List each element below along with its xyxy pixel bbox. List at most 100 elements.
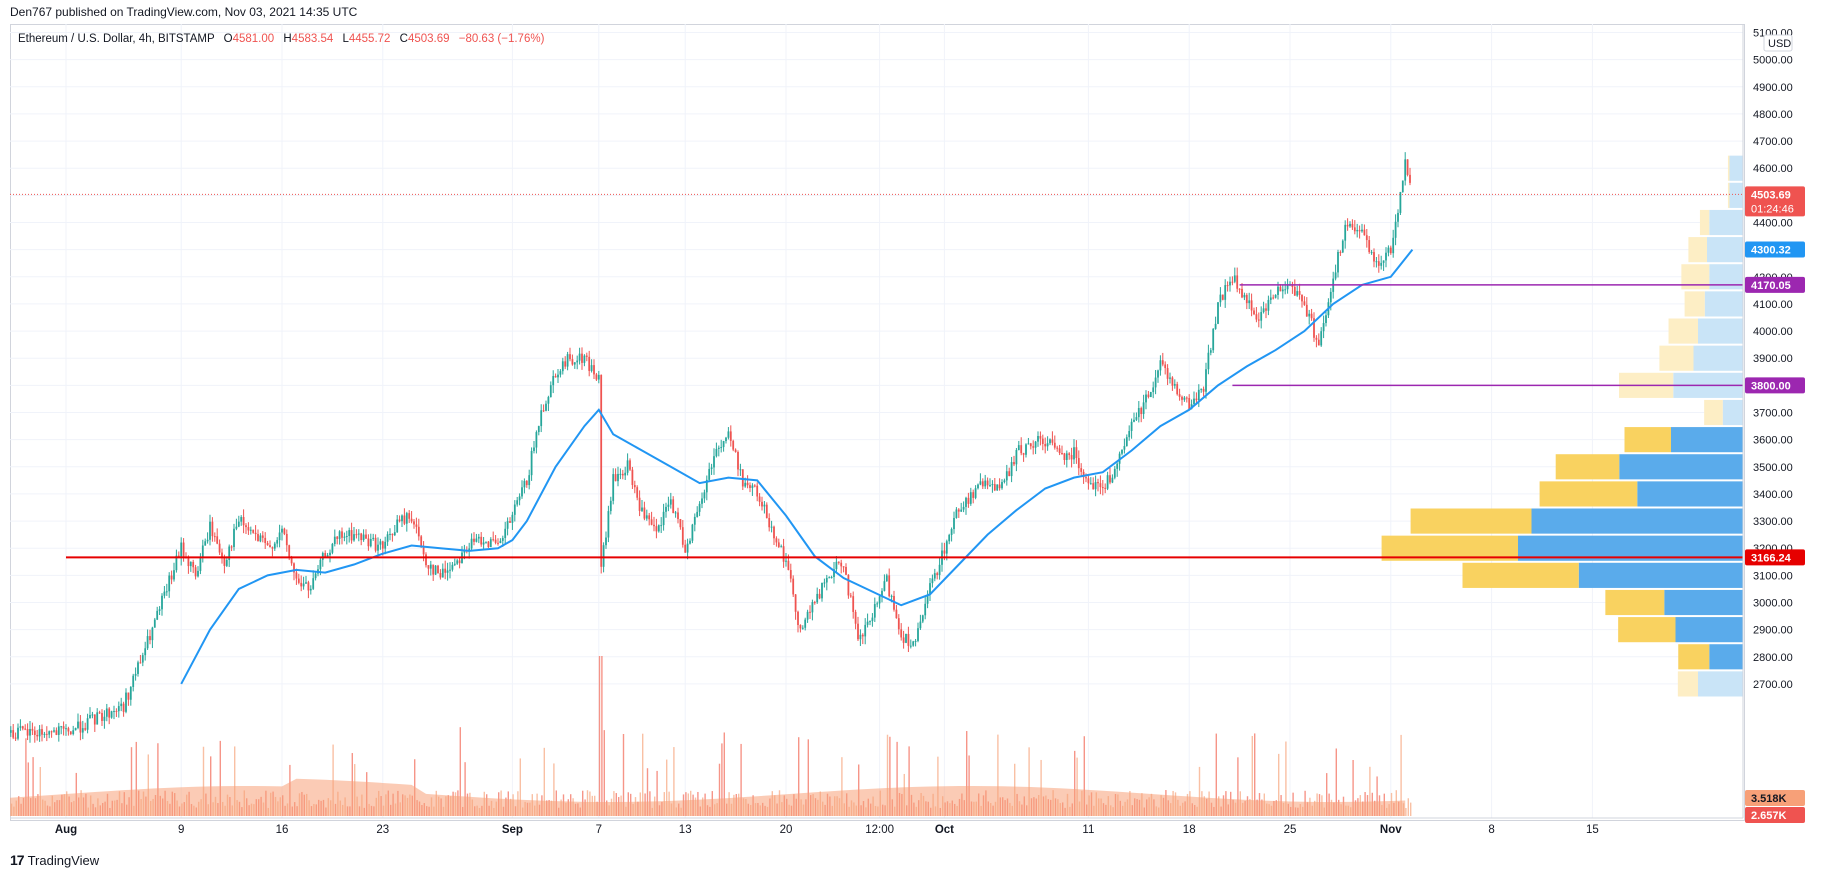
candle-body [475, 538, 478, 542]
candle-body [1205, 369, 1207, 392]
candle-body [1389, 247, 1392, 254]
price-marker-label: 3800.00 [1751, 380, 1791, 392]
candle-body [26, 729, 29, 736]
vp-up-bar [1698, 318, 1743, 344]
candle-body [792, 578, 795, 595]
candle-body [996, 484, 999, 491]
candle-body [1358, 229, 1361, 232]
volume-bar [543, 747, 545, 816]
candle-body [36, 734, 39, 737]
candle-body [780, 546, 783, 548]
candle-body [463, 550, 466, 553]
candle-body [1262, 308, 1265, 313]
candle-body [801, 627, 804, 629]
price-marker-tag [1745, 276, 1805, 293]
candle-body [679, 519, 682, 528]
candle-body [247, 527, 250, 531]
candle-body [398, 519, 401, 522]
candle-body [324, 553, 327, 557]
candle-body [108, 708, 111, 718]
volume-bar [1076, 757, 1078, 816]
price-marker-tag [1745, 377, 1805, 394]
candle-body [1368, 240, 1371, 253]
volume-bar [1237, 757, 1239, 816]
x-tick-label: 18 [1183, 824, 1196, 836]
vp-down-bar [1727, 155, 1730, 181]
candle-body [1001, 482, 1003, 489]
chart-area[interactable] [10, 24, 1745, 821]
candle-body [1070, 455, 1073, 460]
candle-body [835, 561, 838, 570]
candle-body [93, 714, 96, 725]
candle-body [1154, 377, 1157, 388]
candle-body [645, 515, 648, 519]
y-tick-label: 4800.00 [1753, 109, 1793, 121]
candle-body [31, 728, 34, 731]
candle-body [273, 543, 276, 549]
volume-bar [1410, 802, 1412, 816]
candle-body [1152, 387, 1155, 393]
y-tick-label: 4100.00 [1753, 299, 1793, 311]
candle-body [842, 566, 845, 568]
y-tick-label: 5000.00 [1753, 55, 1793, 67]
volume-bar [234, 746, 236, 816]
volume-bar [1074, 750, 1076, 816]
candle-body [86, 718, 89, 730]
candle-body [734, 449, 737, 453]
tradingview-brand[interactable]: 17 TradingView [10, 852, 99, 868]
candle-body [1164, 364, 1167, 369]
candle-body [499, 540, 502, 544]
candle-body [974, 488, 977, 498]
candle-body [739, 469, 742, 471]
candle-body [1238, 288, 1241, 290]
x-tick-label: 23 [376, 824, 389, 836]
candle-body [266, 543, 269, 546]
candle-body [523, 480, 526, 488]
candle-body [732, 440, 735, 450]
candle-body [825, 577, 828, 583]
candle-body [134, 673, 137, 676]
candle-body [967, 497, 970, 504]
price-marker-label: 4170.05 [1751, 280, 1791, 292]
y-tick-label: 4600.00 [1753, 163, 1793, 175]
volume-bar [721, 743, 723, 816]
candle-body [17, 727, 19, 739]
candle-body [516, 500, 519, 505]
volume-bar [1285, 741, 1287, 816]
candle-body [674, 512, 677, 514]
volume-bar [896, 741, 898, 816]
candle-body [216, 536, 219, 544]
candle-body [67, 728, 70, 732]
candle-body [770, 526, 773, 528]
vp-down-bar [1678, 644, 1710, 670]
candle-body [883, 581, 886, 591]
y-tick-label: 4900.00 [1753, 82, 1793, 94]
vp-up-bar [1693, 345, 1743, 371]
candle-body [895, 609, 898, 619]
candle-body [528, 475, 531, 486]
volume-bar [1251, 735, 1253, 816]
candle-body [1260, 312, 1263, 321]
candle-body [1310, 313, 1313, 319]
candle-body [1039, 435, 1042, 439]
candle-body [816, 593, 819, 603]
candle-body [1349, 223, 1351, 227]
candle-body [662, 511, 665, 526]
candle-body [1217, 302, 1219, 324]
price-marker-tag [1745, 549, 1805, 566]
candle-body [434, 565, 437, 575]
candle-body [881, 590, 883, 597]
candle-body [151, 627, 154, 641]
price-marker-label: 4503.69 [1751, 189, 1791, 201]
candle-body [595, 374, 598, 380]
candle-body [650, 519, 653, 525]
candle-body [624, 472, 627, 476]
candle-body [1097, 482, 1099, 484]
candle-body [638, 497, 641, 511]
candle-body [300, 582, 303, 587]
candle-body [326, 555, 329, 557]
candle-body [1255, 314, 1258, 320]
candle-body [396, 519, 399, 533]
candle-body [1274, 294, 1277, 298]
